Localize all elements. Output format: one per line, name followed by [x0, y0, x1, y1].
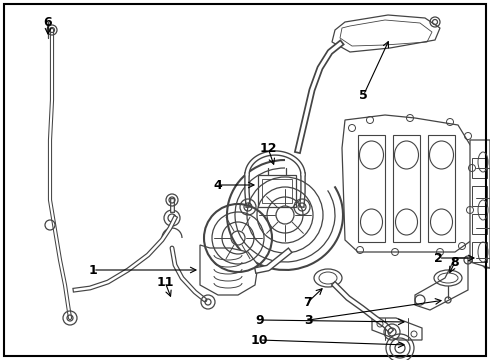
Text: 8: 8: [451, 256, 459, 269]
Bar: [472, 214, 487, 234]
Polygon shape: [415, 258, 468, 310]
Bar: [262, 179, 292, 203]
Polygon shape: [372, 318, 422, 340]
Text: 9: 9: [255, 314, 264, 327]
Text: 5: 5: [359, 89, 368, 102]
Text: 12: 12: [259, 141, 277, 154]
Text: 11: 11: [156, 275, 174, 288]
Polygon shape: [393, 135, 420, 242]
Polygon shape: [428, 135, 455, 242]
Text: 3: 3: [304, 314, 313, 327]
Polygon shape: [200, 245, 258, 295]
Text: 10: 10: [251, 333, 269, 346]
Bar: [472, 158, 487, 178]
Polygon shape: [342, 115, 475, 252]
Polygon shape: [358, 135, 385, 242]
Text: 7: 7: [304, 296, 313, 309]
Polygon shape: [332, 15, 440, 52]
Polygon shape: [470, 140, 490, 268]
Text: 2: 2: [434, 252, 443, 265]
Bar: [258, 175, 296, 207]
Bar: [472, 186, 487, 206]
Text: 6: 6: [44, 15, 52, 28]
Text: 4: 4: [214, 179, 222, 192]
Bar: [472, 242, 487, 262]
Text: 1: 1: [89, 264, 98, 276]
Polygon shape: [476, 148, 490, 268]
